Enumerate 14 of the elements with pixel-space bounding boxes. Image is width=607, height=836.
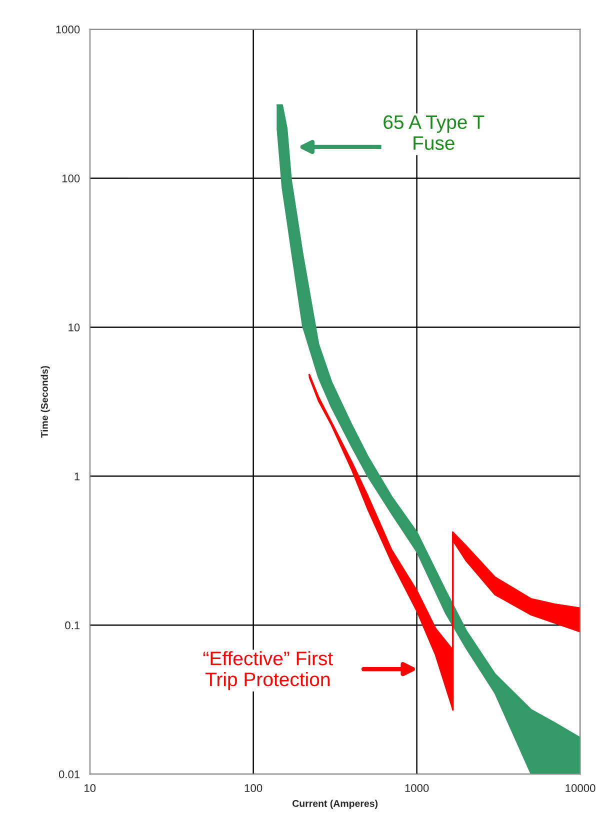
x-tick-label: 1000 [405, 784, 429, 792]
y-tick-label: 0.1 [65, 621, 80, 630]
y-tick-label: 100 [62, 174, 80, 182]
y-tick-label: 0.01 [58, 770, 80, 778]
y-tick-label: 1 [74, 472, 80, 480]
y-tick-label: 1000 [56, 26, 80, 34]
x-tick-label: 100 [244, 784, 262, 792]
y-tick-label: 10 [68, 323, 80, 332]
x-tick-label: 10000 [566, 784, 596, 792]
annotation: 65 A Type T Fuse [384, 115, 484, 150]
x-axis-title: Current (Amperes) [292, 800, 378, 809]
y-axis-title: Time (Seconds) [40, 366, 50, 438]
x-tick-label: 10 [84, 784, 96, 792]
annotation: “Effective” First Trip Protection [203, 651, 333, 690]
